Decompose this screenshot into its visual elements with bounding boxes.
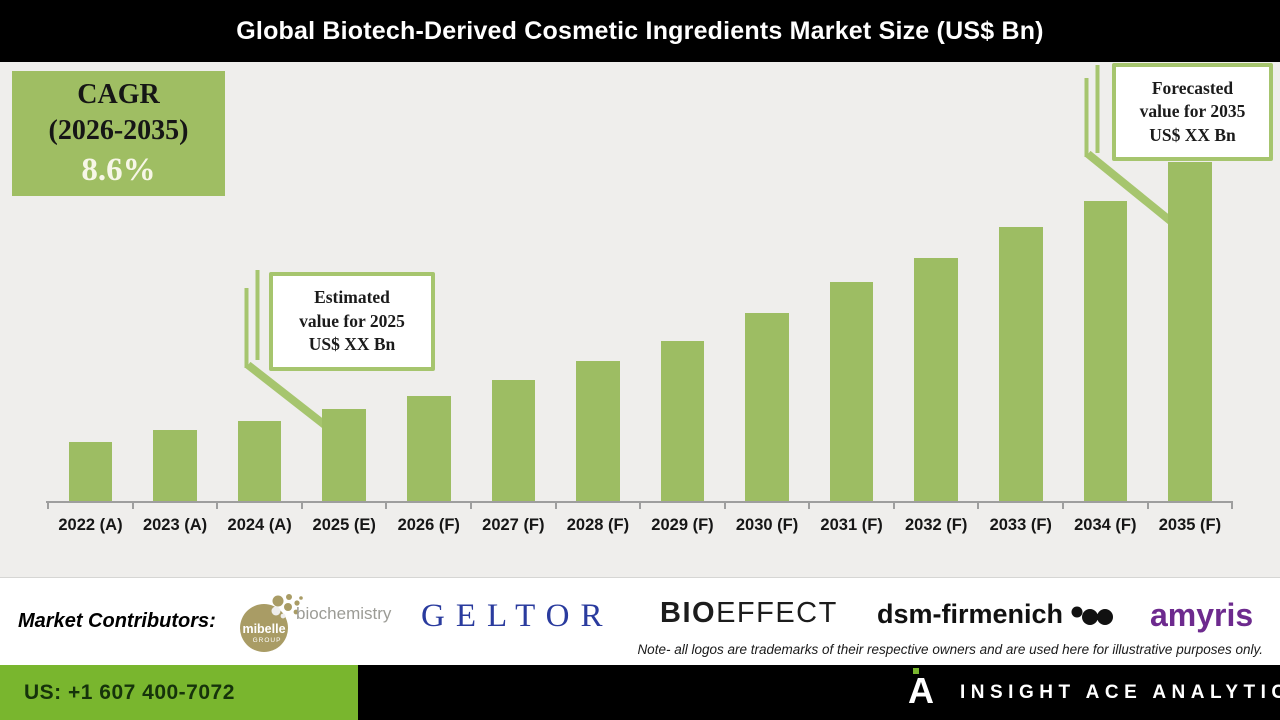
bottom-bar: US: +1 607 400-7072 A INSIGHT ACE ANALYT… <box>0 665 1280 720</box>
chart-area: CAGR (2026-2035) 8.6% Estimated value fo… <box>0 62 1280 577</box>
market-contributors-label: Market Contributors: <box>18 610 216 632</box>
x-axis-tick <box>977 502 980 509</box>
contributors-footer: Market Contributors: mibelle GROUP bioch… <box>0 577 1280 666</box>
chart-bar <box>745 313 789 502</box>
cagr-title: CAGR <box>77 78 160 110</box>
logo-green-square <box>913 668 919 674</box>
dsm-dots-icon <box>1071 606 1114 625</box>
x-axis-tick <box>216 502 219 509</box>
x-axis-tick <box>47 502 50 509</box>
x-axis-tick <box>639 502 642 509</box>
x-axis-label: 2024 (A) <box>227 516 292 534</box>
x-axis-tick <box>300 502 303 509</box>
mibelle-biochemistry-text: biochemistry <box>296 604 392 623</box>
mibelle-wordmark: mibelle <box>242 622 285 636</box>
x-axis-tick <box>892 502 895 509</box>
forecasted-line3: US$ XX Bn <box>1149 124 1236 145</box>
x-axis-label: 2030 (F) <box>735 516 799 534</box>
x-axis-label: 2033 (F) <box>989 516 1052 534</box>
chart-bar <box>914 258 958 502</box>
chart-bar <box>322 409 366 502</box>
mibelle-group-text: GROUP <box>253 637 282 644</box>
estimated-line3: US$ XX Bn <box>308 334 396 355</box>
chart-bar <box>237 421 282 502</box>
bioeffect-logo: BIOEFFECT <box>660 597 838 630</box>
cagr-period: (2026-2035) <box>48 114 189 146</box>
x-axis-tick <box>1231 502 1234 509</box>
x-axis-tick <box>808 502 811 509</box>
chart-bar <box>68 442 113 502</box>
forecasted-value-callout: Forecasted value for 2035 US$ XX Bn <box>1112 63 1273 161</box>
chart-bar <box>1168 162 1212 502</box>
cagr-box: CAGR (2026-2035) 8.6% <box>12 71 225 196</box>
cagr-value: 8.6% <box>81 151 156 188</box>
x-axis-label: 2031 (F) <box>820 516 883 534</box>
chart-bar <box>1083 201 1128 502</box>
chart-bar <box>660 341 705 502</box>
phone-block: US: +1 607 400-7072 <box>0 665 358 720</box>
trademark-note: Note- all logos are trademarks of their … <box>637 642 1263 657</box>
forecasted-line2: value for 2035 <box>1139 101 1246 122</box>
amyris-logo: amyris <box>1150 597 1254 633</box>
x-axis-label: 2022 (A) <box>58 516 123 534</box>
x-axis-label: 2028 (F) <box>566 516 630 534</box>
estimated-line1: Estimated <box>314 287 390 308</box>
bioeffect-light-part: EFFECT <box>716 597 838 629</box>
estimated-line2: value for 2025 <box>299 310 405 331</box>
x-axis-tick <box>723 502 726 509</box>
bioeffect-bold-part: BIO <box>660 597 717 629</box>
x-axis-label: 2029 (F) <box>651 516 714 534</box>
brand-name: INSIGHT ACE ANALYTIC <box>960 681 1280 703</box>
x-axis-label: 2023 (A) <box>142 516 208 534</box>
chart-bar <box>576 361 620 502</box>
x-axis-label: 2025 (E) <box>312 516 376 534</box>
chart-bar <box>491 380 536 502</box>
x-axis-tick <box>554 502 557 509</box>
estimated-value-callout: Estimated value for 2025 US$ XX Bn <box>269 272 435 371</box>
dsm-firmenich-logo: dsm-firmenich <box>877 599 1114 630</box>
x-axis-tick <box>470 502 473 509</box>
chart-bar <box>999 227 1043 502</box>
geltor-logo: GELTOR <box>421 598 614 634</box>
x-axis-tick <box>1146 502 1149 509</box>
x-axis-label: 2026 (F) <box>397 516 460 534</box>
logo-letter: A <box>908 670 934 711</box>
header-bar: Global Biotech-Derived Cosmetic Ingredie… <box>0 0 1280 62</box>
page-title: Global Biotech-Derived Cosmetic Ingredie… <box>236 16 1044 45</box>
phone-number: US: +1 607 400-7072 <box>24 680 235 704</box>
x-axis-label: 2034 (F) <box>1074 516 1137 534</box>
x-axis-label: 2027 (F) <box>482 516 545 534</box>
chart-bar <box>829 282 874 502</box>
x-axis-tick <box>1062 502 1065 509</box>
x-axis-tick <box>131 502 134 509</box>
dsm-firmenich-text: dsm-firmenich <box>877 599 1064 629</box>
insight-ace-logo-icon: A <box>908 666 942 719</box>
chart-bar <box>407 396 451 502</box>
x-axis-label: 2035 (F) <box>1158 516 1222 534</box>
x-axis-tick <box>385 502 388 509</box>
chart-bar <box>153 430 197 502</box>
x-axis-label: 2032 (F) <box>904 516 968 534</box>
mibelle-group-logo-icon: mibelle GROUP <box>240 594 303 652</box>
forecasted-line1: Forecasted <box>1151 77 1234 98</box>
